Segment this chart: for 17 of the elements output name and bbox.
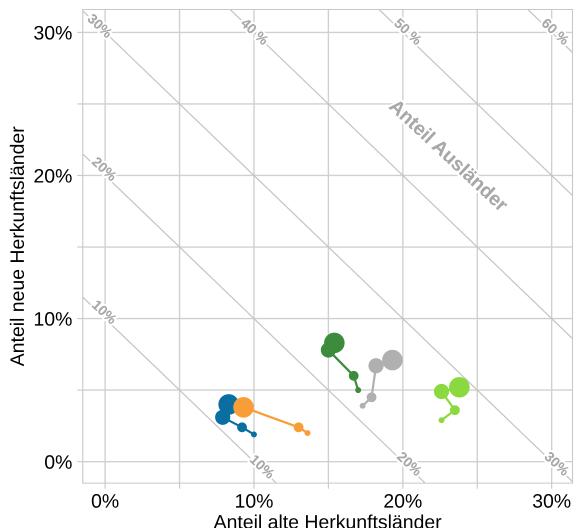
y-tick-label: 30%: [34, 26, 72, 40]
y-tick-label: 0%: [45, 455, 72, 469]
annotation: 20%: [396, 450, 423, 476]
x-tick-label: 10%: [236, 494, 273, 508]
y-tick-label: 10%: [34, 312, 72, 326]
annotation: 10%: [249, 454, 276, 480]
annotation: 40 %: [240, 17, 270, 46]
annotation: 50 %: [393, 17, 423, 46]
x-tick-label: 30%: [532, 494, 570, 508]
x-tick-label: 20%: [384, 494, 422, 508]
point: [294, 422, 304, 432]
annotation: 10%: [92, 300, 118, 325]
y-tick-label: 20%: [34, 168, 72, 183]
annotation: 60 %: [540, 17, 570, 46]
annotation: 30%: [544, 450, 570, 476]
y-axis-title: Anteil neue Herkunftsländer: [10, 126, 24, 366]
x-tick-label: 0%: [92, 494, 118, 508]
